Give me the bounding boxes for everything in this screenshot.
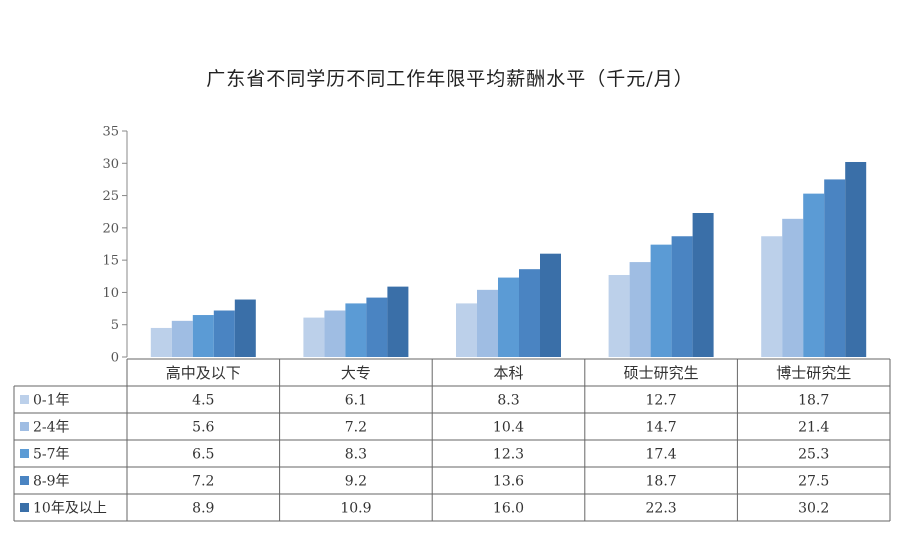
bar [324,310,346,357]
bar [366,297,388,357]
legend-label: 0-1年 [33,393,70,409]
bar [477,289,498,357]
bar [303,317,325,357]
legend-swatch [20,503,29,512]
bar [608,274,630,357]
legend-label: 5-7年 [33,447,70,463]
category-label: 博士研究生 [776,364,851,382]
table-cell-value: 12.7 [646,393,677,409]
table-cell-value: 12.3 [493,447,524,463]
bar [540,253,561,357]
bars-layer [150,161,867,357]
category-label: 大专 [341,364,371,382]
table-cell-value: 6.1 [345,393,367,409]
y-tick-label: 25 [102,189,119,204]
table-cell-value: 7.2 [192,474,214,490]
table-cell-value: 6.5 [192,447,214,463]
legend-swatch [20,422,29,431]
table-cell-value: 8.3 [497,393,519,409]
table-cell-value: 30.2 [798,501,829,517]
legend-label: 2-4年 [33,420,70,436]
bar [824,179,846,357]
y-tick-label: 5 [111,318,119,333]
chart-title: 广东省不同学历不同工作年限平均薪酬水平（千元/月） [206,68,694,90]
table-cell-value: 22.3 [646,501,677,517]
table-cell-value: 25.3 [798,447,829,463]
table-cell-value: 17.4 [646,447,677,463]
table-cell-value: 8.3 [345,447,367,463]
bar [845,161,867,357]
bar [387,286,409,357]
table-cell-value: 7.2 [345,420,367,436]
bar [782,218,804,357]
bar [629,262,651,357]
table-cell-value: 13.6 [493,474,524,490]
bar [192,315,214,357]
category-label: 硕士研究生 [624,364,699,382]
bar [692,213,714,357]
table-cell-value: 18.7 [646,474,677,490]
bar [803,193,825,357]
y-tick-label: 20 [102,221,119,236]
bar [234,299,256,357]
table-cell-value: 10.4 [493,420,524,436]
legend-swatch [20,395,29,404]
bar [456,303,477,357]
bar [519,269,540,357]
y-tick-label: 30 [102,157,119,172]
table-cell-value: 21.4 [798,420,829,436]
table-cell-value: 8.9 [192,501,214,517]
bar [171,320,193,357]
bar [213,310,235,357]
table-cell-value: 14.7 [646,420,677,436]
y-tick-label: 15 [102,254,119,269]
category-label: 本科 [493,364,523,382]
bar [498,277,519,357]
bar [671,236,693,357]
y-tick-label: 10 [102,286,119,301]
legend-swatch [20,449,29,458]
table-cell-value: 9.2 [345,474,367,490]
y-tick-label: 35 [102,125,119,140]
y-tick-label: 0 [111,351,119,366]
data-table: 高中及以下 大专 本科 硕士研究生 博士研究生 0-1年 4.5 6.1 8.3 12.7 18.7… [13,358,891,522]
table-cell-value: 18.7 [798,393,829,409]
bar [345,303,367,357]
table-cell-value: 5.6 [192,420,214,436]
table-cell-value: 4.5 [192,393,214,409]
bar [150,327,172,357]
legend-swatch [20,476,29,485]
bar [761,236,783,357]
table-cell-value: 10.9 [340,501,371,517]
axis-layer: 0 5 10 15 20 25 30 35 [102,125,128,366]
category-label: 高中及以下 [166,364,241,382]
table-cell-value: 16.0 [493,501,524,517]
bar [650,244,672,357]
legend-label: 10年及以上 [33,501,107,517]
legend-label: 8-9年 [33,474,70,490]
table-cell-value: 27.5 [798,474,829,490]
